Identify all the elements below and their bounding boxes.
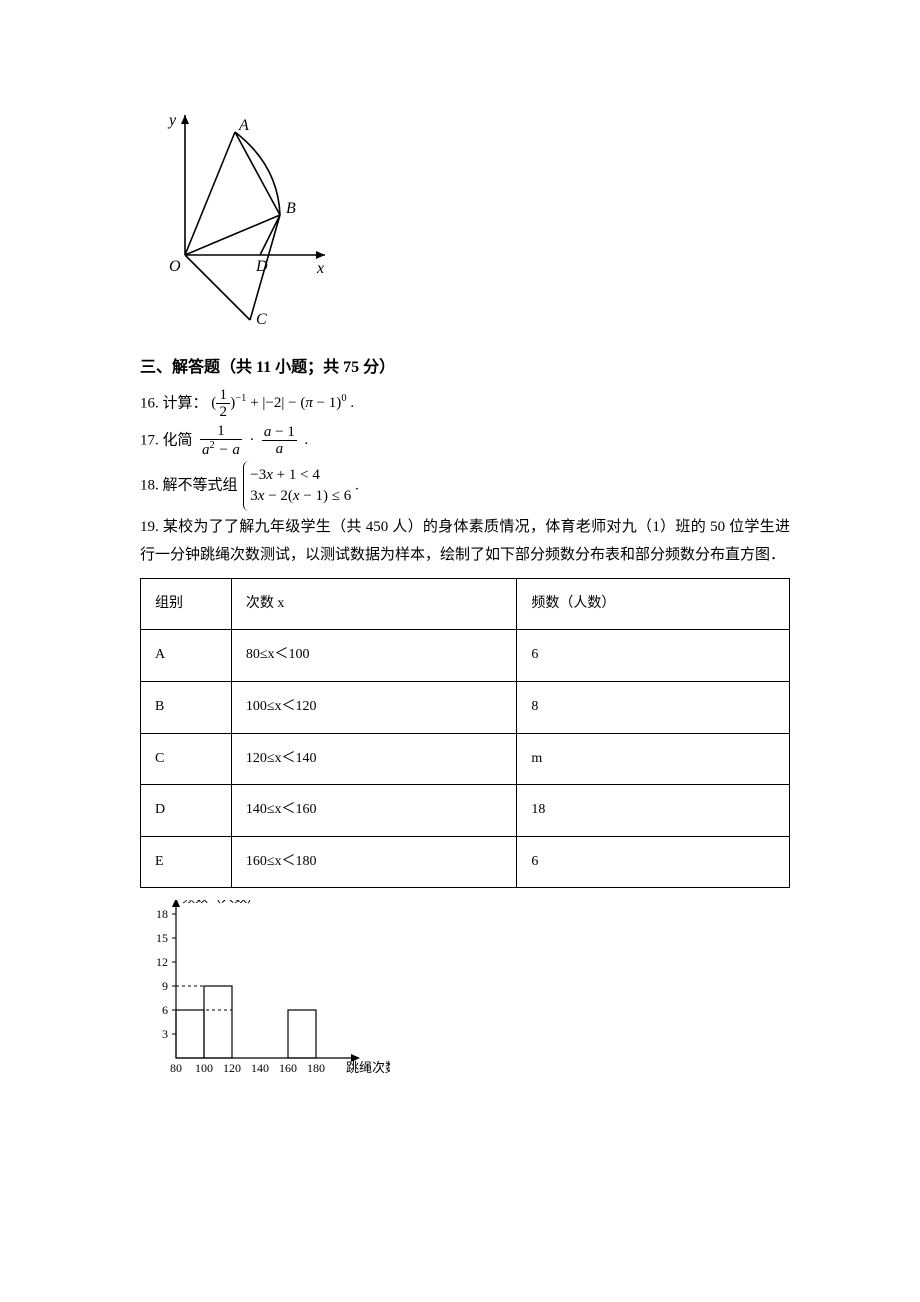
svg-text:12: 12 bbox=[156, 955, 168, 969]
question-18: 18. 解不等式组 −3x + 1 < 4 3x − 2(x − 1) ≤ 6 … bbox=[140, 461, 790, 511]
histogram-svg: 3 6 9 12 15 18 80 100 120 140 160 180 频数（人数） 跳绳次数 bbox=[140, 900, 390, 1080]
svg-text:y: y bbox=[167, 112, 177, 129]
q17-number: 17. bbox=[140, 432, 159, 448]
q18-number: 18. bbox=[140, 477, 159, 493]
question-19: 19. 某校为了了解九年级学生（共 450 人）的身体素质情况，体育老师对九（1… bbox=[140, 513, 790, 570]
table-header-freq: 频数（人数） bbox=[517, 578, 790, 630]
svg-text:跳绳次数: 跳绳次数 bbox=[346, 1060, 390, 1075]
table-row: A80≤x＜1006 bbox=[141, 630, 790, 682]
q17-expression: 1a2 − a · a − 1a . bbox=[196, 432, 308, 448]
section-title: 三、解答题（共 11 小题；共 75 分） bbox=[140, 353, 790, 383]
svg-text:18: 18 bbox=[156, 907, 168, 921]
svg-text:160: 160 bbox=[279, 1061, 297, 1075]
svg-text:C: C bbox=[256, 311, 267, 328]
q17-label: 化简 bbox=[163, 432, 193, 448]
q18-label: 解不等式组 bbox=[163, 477, 238, 493]
question-16: 16. 计算： (12)−1 + |−2| − (π − 1)0 . bbox=[140, 387, 790, 421]
svg-text:15: 15 bbox=[156, 931, 168, 945]
svg-text:B: B bbox=[286, 200, 296, 217]
table-header-group: 组别 bbox=[141, 578, 232, 630]
table-row: D140≤x＜16018 bbox=[141, 785, 790, 837]
svg-text:6: 6 bbox=[162, 1003, 168, 1017]
geometry-svg: Ox y A B C D bbox=[150, 110, 330, 330]
q16-number: 16. bbox=[140, 395, 159, 411]
section-title-paren: （共 11 小题；共 75 分） bbox=[220, 359, 395, 376]
question-17: 17. 化简 1a2 − a · a − 1a . bbox=[140, 423, 790, 459]
q19-text: 某校为了了解九年级学生（共 450 人）的身体素质情况，体育老师对九（1）班的 … bbox=[140, 519, 790, 564]
histogram-figure: 3 6 9 12 15 18 80 100 120 140 160 180 频数（人数） 跳绳次数 bbox=[140, 900, 790, 1091]
svg-text:O: O bbox=[169, 258, 181, 275]
svg-text:频数（人数）: 频数（人数） bbox=[182, 900, 260, 905]
svg-text:140: 140 bbox=[251, 1061, 269, 1075]
table-row: B100≤x＜1208 bbox=[141, 682, 790, 734]
table-row: C120≤x＜140m bbox=[141, 733, 790, 785]
svg-text:3: 3 bbox=[162, 1027, 168, 1041]
svg-text:120: 120 bbox=[223, 1061, 241, 1075]
geometry-figure: Ox y A B C D bbox=[150, 110, 790, 341]
q19-number: 19. bbox=[140, 519, 159, 535]
svg-text:100: 100 bbox=[195, 1061, 213, 1075]
frequency-table: 组别次数 x频数（人数）A80≤x＜1006B100≤x＜1208C120≤x＜… bbox=[140, 578, 790, 889]
q16-expression: (12)−1 + |−2| − (π − 1)0 . bbox=[211, 395, 354, 411]
svg-text:A: A bbox=[238, 117, 249, 134]
svg-text:D: D bbox=[255, 258, 268, 275]
svg-text:80: 80 bbox=[170, 1061, 182, 1075]
table-header-range: 次数 x bbox=[231, 578, 517, 630]
q18-system: −3x + 1 < 4 3x − 2(x − 1) ≤ 6 bbox=[243, 461, 351, 511]
svg-text:x: x bbox=[316, 260, 324, 277]
section-title-prefix: 三、解答题 bbox=[140, 359, 220, 376]
q16-label: 计算： bbox=[163, 395, 208, 411]
svg-text:180: 180 bbox=[307, 1061, 325, 1075]
svg-text:9: 9 bbox=[162, 979, 168, 993]
table-row: E160≤x＜1806 bbox=[141, 836, 790, 888]
